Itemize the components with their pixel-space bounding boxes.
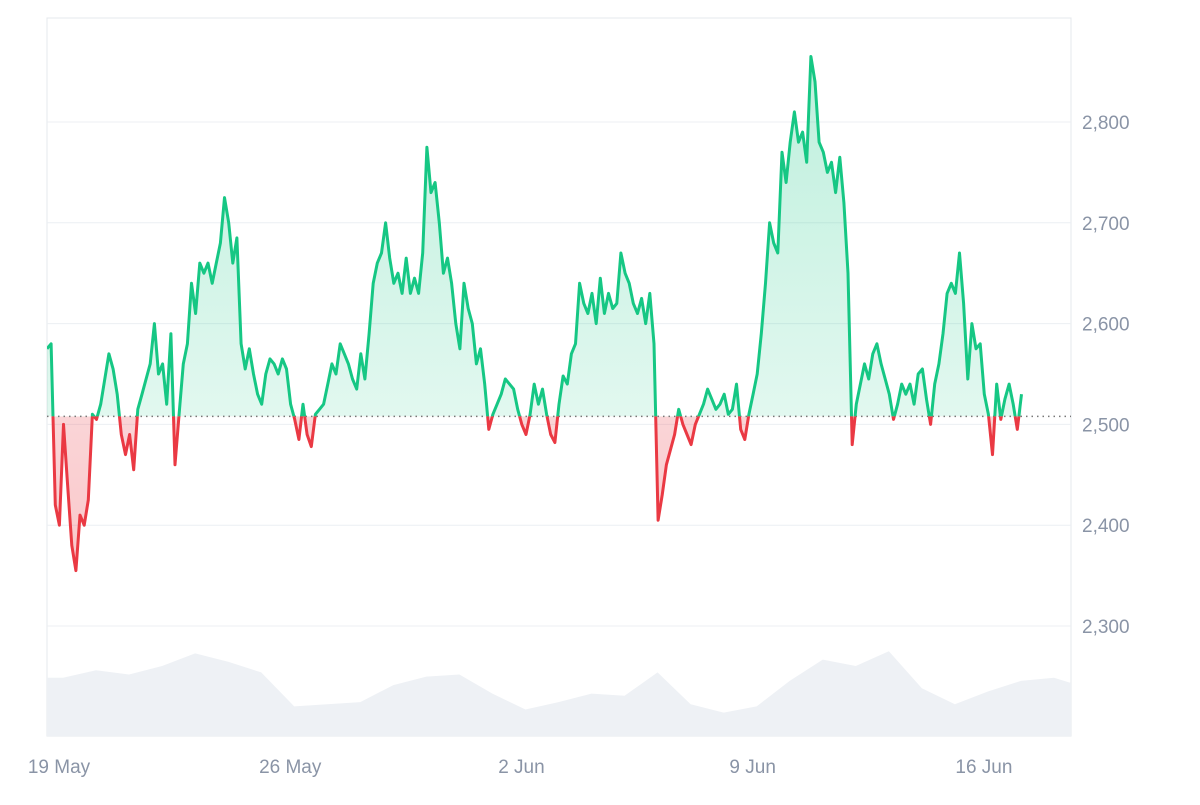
- y-tick-label: 2,300: [1082, 617, 1130, 638]
- y-tick-label: 2,600: [1082, 315, 1130, 336]
- x-tick-label: 16 Jun: [955, 757, 1012, 778]
- y-tick-label: 2,800: [1082, 113, 1130, 134]
- y-tick-label: 2,700: [1082, 214, 1130, 235]
- y-axis-ticks: 2,300 2,400 2,500 2,600 2,700 2,800: [1082, 113, 1130, 638]
- volume-area: [47, 651, 1071, 736]
- price-line: [47, 55, 1023, 573]
- x-tick-label: 19 May: [28, 757, 91, 778]
- area-above-baseline: [47, 56, 1022, 417]
- y-tick-label: 2,500: [1082, 415, 1130, 436]
- x-tick-label: 9 Jun: [729, 757, 775, 778]
- volume-series: [47, 651, 1071, 736]
- x-tick-label: 26 May: [259, 757, 322, 778]
- x-axis-ticks: 19 May 26 May 2 Jun 9 Jun 16 Jun: [28, 757, 1013, 778]
- x-tick-label: 2 Jun: [498, 757, 544, 778]
- price-line-up: [47, 55, 1023, 417]
- y-tick-label: 2,400: [1082, 516, 1130, 537]
- price-area: [47, 56, 1022, 571]
